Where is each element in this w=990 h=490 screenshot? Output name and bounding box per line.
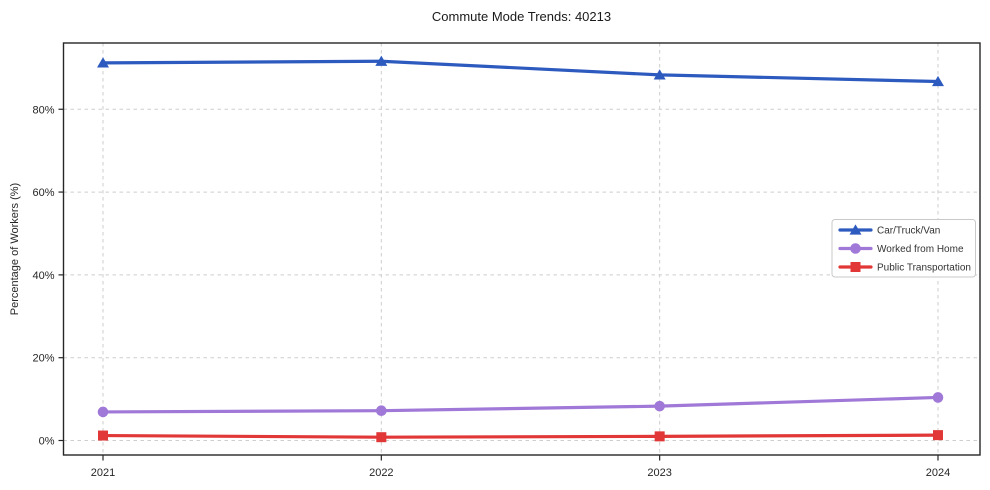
series-public-transportation [98, 430, 943, 443]
legend-label: Public Transportation [877, 263, 971, 274]
square-marker [376, 432, 387, 443]
y-tick-label: 0% [39, 436, 55, 448]
legend-label: Worked from Home [877, 244, 964, 255]
square-marker [932, 430, 943, 441]
square-marker [98, 430, 108, 441]
y-tick-label: 60% [32, 187, 54, 199]
x-tick-label: 2021 [91, 467, 115, 479]
y-tick-label: 80% [32, 104, 54, 116]
series-car-truck-van [97, 55, 944, 87]
series-line [101, 59, 940, 84]
circle-marker [376, 405, 387, 416]
legend-label: Car/Truck/Van [877, 226, 940, 237]
legend-item-public-transportation: Public Transportation [838, 262, 971, 274]
legend-item-car-truck-van: Car/Truck/Van [838, 224, 940, 237]
circle-marker [932, 392, 944, 403]
legend-item-worked-from-home: Worked from Home [838, 243, 964, 255]
triangle-marker [375, 55, 388, 66]
y-tick-label: 20% [32, 353, 54, 365]
gridlines [63, 43, 980, 455]
triangle-marker [849, 224, 862, 235]
axis-ticks [58, 108, 939, 461]
series-worked-from-home [97, 392, 944, 418]
x-tick-label: 2024 [926, 467, 950, 479]
triangle-marker [931, 75, 944, 87]
square-marker [654, 431, 665, 442]
axis-tick-labels: 0% 20% 40% 60% 80% 2021 2022 2023 2024 [32, 104, 950, 479]
y-tick-label: 40% [32, 270, 54, 282]
legend: Car/Truck/Van Worked from Home Public Tran… [831, 219, 976, 278]
plot-frame [62, 42, 981, 456]
series-line [101, 395, 940, 414]
triangle-marker [97, 57, 109, 68]
circle-marker [654, 400, 665, 412]
triangle-marker [653, 69, 666, 80]
square-marker [850, 262, 861, 272]
x-tick-label: 2023 [647, 467, 671, 479]
chart-title: Commute Mode Trends: 40213 [431, 9, 612, 24]
legend-box [831, 219, 976, 278]
circle-marker [97, 406, 109, 418]
series-line [101, 433, 940, 439]
x-tick-label: 2022 [369, 467, 393, 479]
circle-marker [850, 243, 861, 254]
